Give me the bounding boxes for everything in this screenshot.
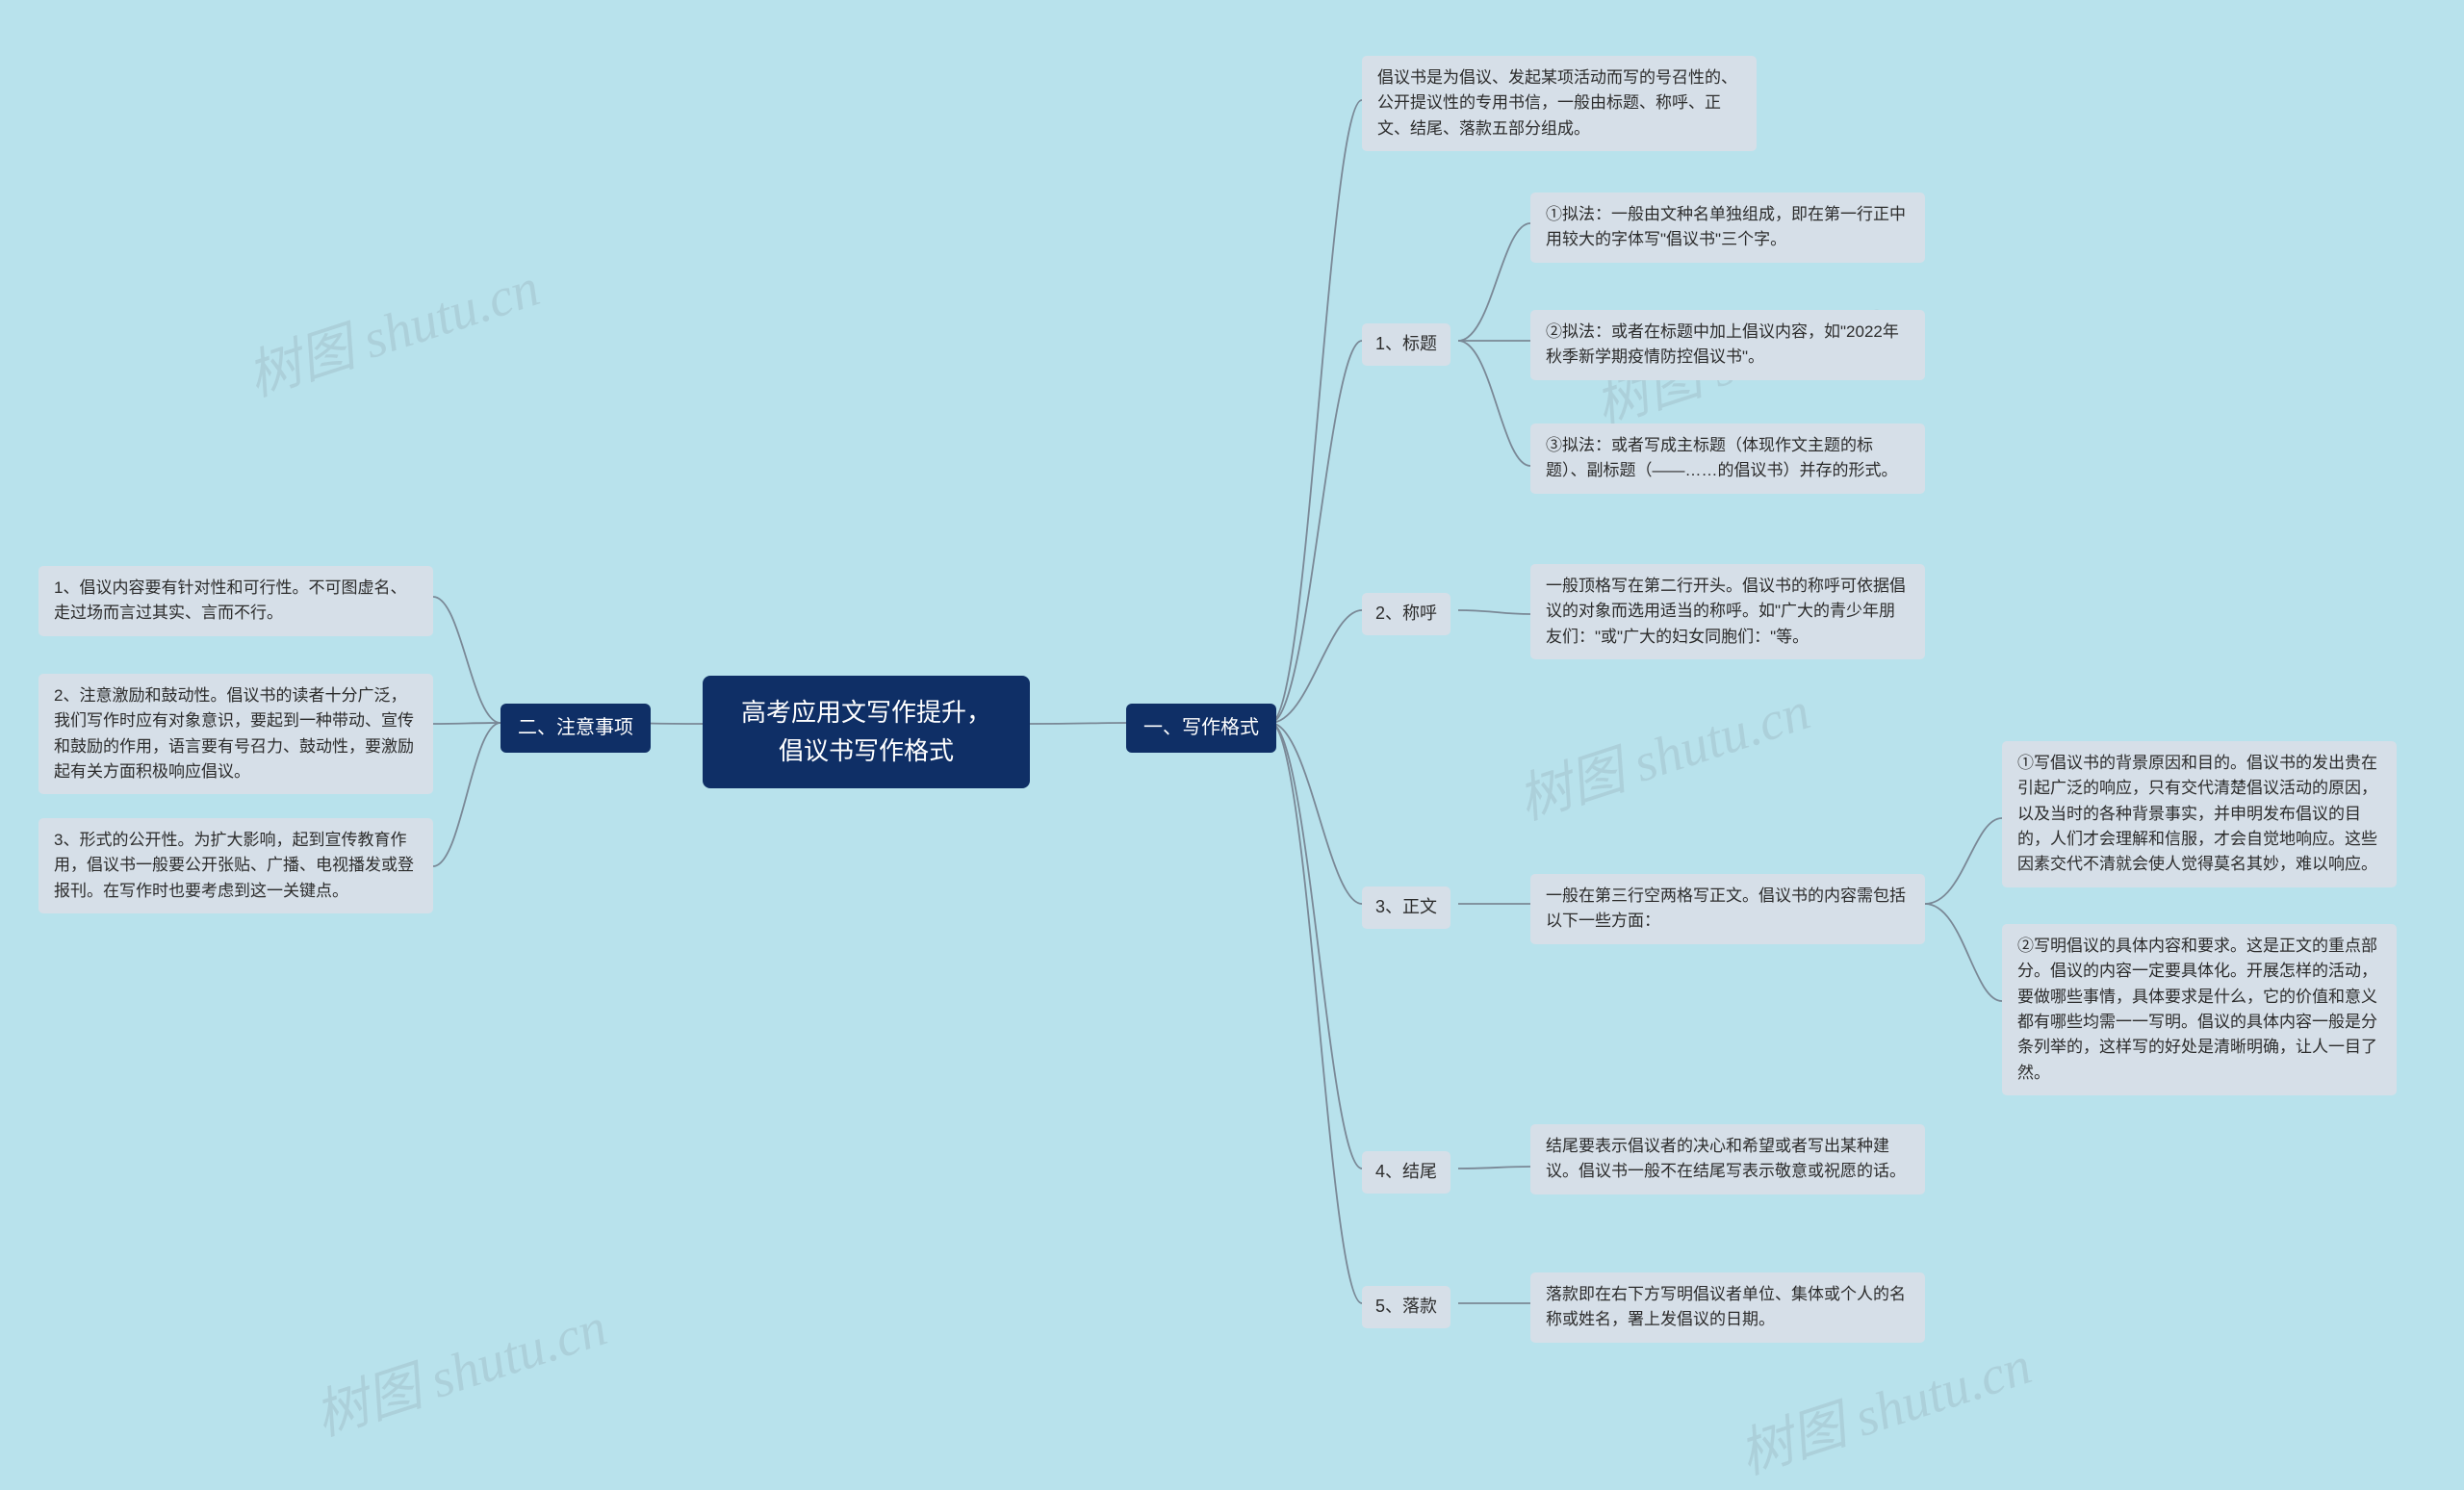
right-num-label: 2、称呼 bbox=[1362, 593, 1450, 635]
right-leaf: ①拟法：一般由文种名单独组成，即在第一行正中用较大的字体写"倡议书"三个字。 bbox=[1530, 193, 1925, 263]
right-num-label: 5、落款 bbox=[1362, 1286, 1450, 1328]
watermark: 树图 shutu.cn bbox=[303, 1283, 615, 1451]
section-right: 一、写作格式 bbox=[1126, 704, 1276, 753]
right-leaf: 结尾要表示倡议者的决心和希望或者写出某种建议。倡议书一般不在结尾写表示敬意或祝愿… bbox=[1530, 1124, 1925, 1195]
section-left: 二、注意事项 bbox=[500, 704, 651, 753]
right-leaf: 一般顶格写在第二行开头。倡议书的称呼可依据倡议的对象而选用适当的称呼。如"广大的… bbox=[1530, 564, 1925, 659]
root-node: 高考应用文写作提升，倡议书写作格式 bbox=[703, 676, 1030, 788]
watermark: 树图 shutu.cn bbox=[236, 244, 548, 411]
right-intro: 倡议书是为倡议、发起某项活动而写的号召性的、公开提议性的专用书信，一般由标题、称… bbox=[1362, 56, 1757, 151]
left-note-item: 1、倡议内容要有针对性和可行性。不可图虚名、走过场而言过其实、言而不行。 bbox=[38, 566, 433, 636]
right-num-label: 3、正文 bbox=[1362, 886, 1450, 929]
right-leaf: ①写倡议书的背景原因和目的。倡议书的发出贵在引起广泛的响应，只有交代清楚倡议活动… bbox=[2002, 741, 2397, 887]
right-leaf: 落款即在右下方写明倡议者单位、集体或个人的名称或姓名，署上发倡议的日期。 bbox=[1530, 1272, 1925, 1343]
watermark: 树图 shutu.cn bbox=[1506, 667, 1818, 835]
watermark: 树图 shutu.cn bbox=[1728, 1322, 2040, 1489]
right-leaf: ③拟法：或者写成主标题（体现作文主题的标题）、副标题（——……的倡议书）并存的形… bbox=[1530, 424, 1925, 494]
left-note-item: 2、注意激励和鼓动性。倡议书的读者十分广泛，我们写作时应有对象意识，要起到一种带… bbox=[38, 674, 433, 794]
right-mid-leaf: 一般在第三行空两格写正文。倡议书的内容需包括以下一些方面： bbox=[1530, 874, 1925, 944]
right-num-label: 1、标题 bbox=[1362, 323, 1450, 366]
right-leaf: ②写明倡议的具体内容和要求。这是正文的重点部分。倡议的内容一定要具体化。开展怎样… bbox=[2002, 924, 2397, 1095]
left-note-item: 3、形式的公开性。为扩大影响，起到宣传教育作用，倡议书一般要公开张贴、广播、电视… bbox=[38, 818, 433, 913]
right-num-label: 4、结尾 bbox=[1362, 1151, 1450, 1194]
right-leaf: ②拟法：或者在标题中加上倡议内容，如"2022年秋季新学期疫情防控倡议书"。 bbox=[1530, 310, 1925, 380]
